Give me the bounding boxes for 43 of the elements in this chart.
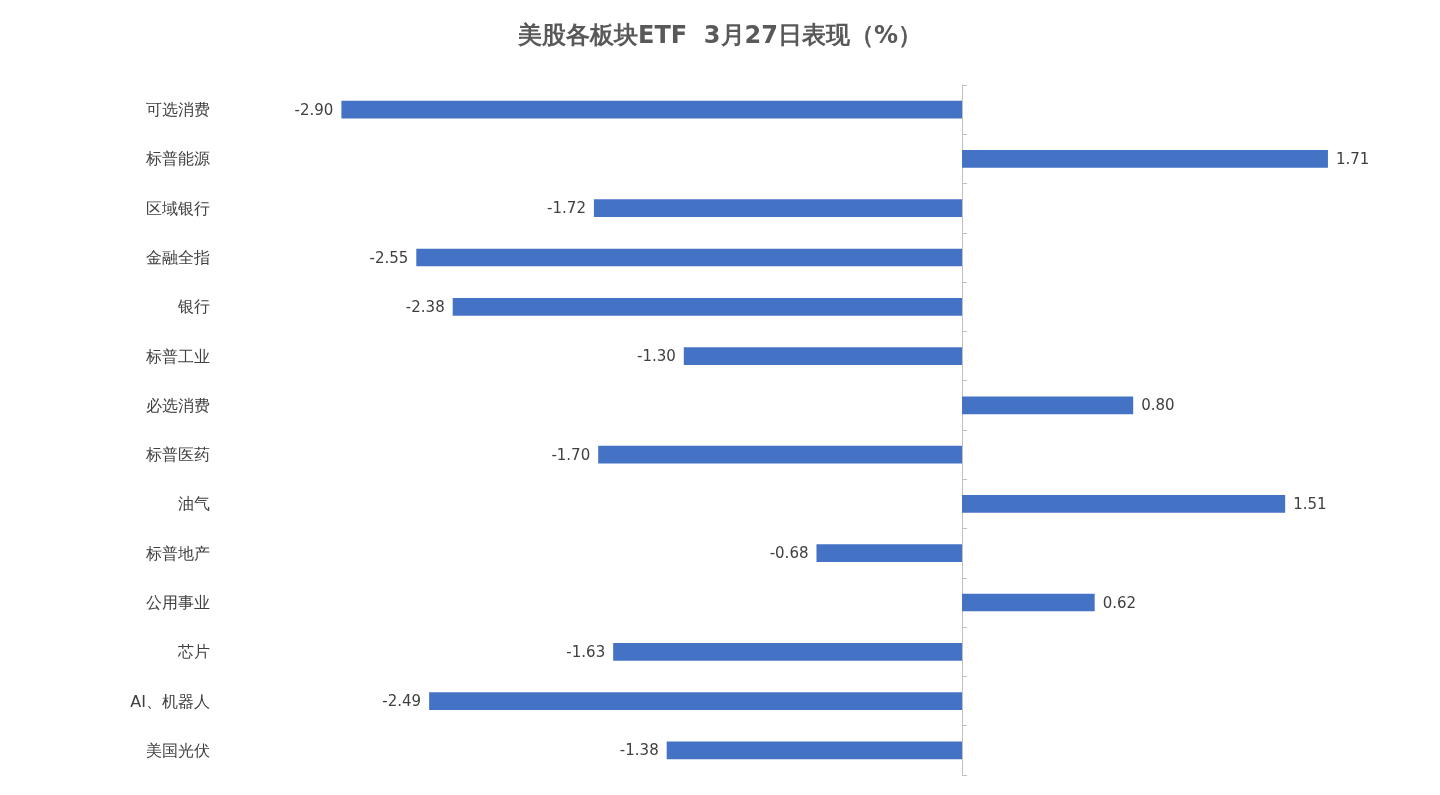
data-label: -1.38: [619, 741, 659, 760]
bar: [962, 150, 1328, 168]
bar: [962, 396, 1134, 415]
bar: [598, 445, 962, 464]
data-label: -1.30: [636, 347, 676, 366]
chart-title: 美股各板块ETF 3月27日表现（%）: [516, 21, 923, 49]
data-label: -2.38: [405, 297, 445, 316]
data-label: -2.90: [294, 100, 334, 119]
y-tick-label: 美国光伏: [146, 740, 210, 760]
bar: [962, 495, 1286, 513]
y-tick-label: 必选消费: [146, 395, 210, 415]
bar: [452, 297, 962, 316]
bar: [416, 248, 962, 267]
data-label: 0.80: [1141, 396, 1175, 415]
data-label: -1.63: [566, 642, 606, 661]
y-tick-label: 芯片: [177, 642, 210, 662]
data-label: 0.62: [1102, 593, 1137, 612]
y-tick-label: 银行: [177, 297, 210, 317]
bar: [683, 347, 962, 365]
bar: [593, 199, 962, 218]
y-tick-label: 金融全指: [146, 248, 210, 267]
bar: [962, 593, 1095, 612]
data-label: 1.71: [1335, 149, 1370, 168]
y-tick-label: 标普地产: [145, 543, 210, 563]
data-label: -1.72: [547, 199, 586, 218]
y-tick-label: 区域银行: [146, 198, 210, 218]
y-tick-label: 标普工业: [145, 346, 210, 366]
data-label: -0.68: [769, 544, 809, 563]
bar: [613, 642, 962, 661]
y-tick-label: 油气: [178, 494, 210, 514]
bar: [816, 544, 962, 563]
y-tick-label: 标普能源: [145, 149, 210, 169]
bar: [429, 692, 962, 710]
y-tick-label: 标普医药: [145, 445, 210, 465]
y-tick-label: AI、机器人: [130, 691, 210, 711]
data-label: -1.70: [551, 445, 591, 464]
bar: [666, 741, 962, 760]
bar: [341, 100, 962, 119]
y-tick-label: 公用事业: [146, 593, 210, 612]
data-label: -2.55: [369, 248, 409, 267]
data-label: 1.51: [1293, 494, 1327, 513]
y-tick-label: 可选消费: [146, 100, 210, 120]
data-label: -2.49: [382, 692, 422, 711]
